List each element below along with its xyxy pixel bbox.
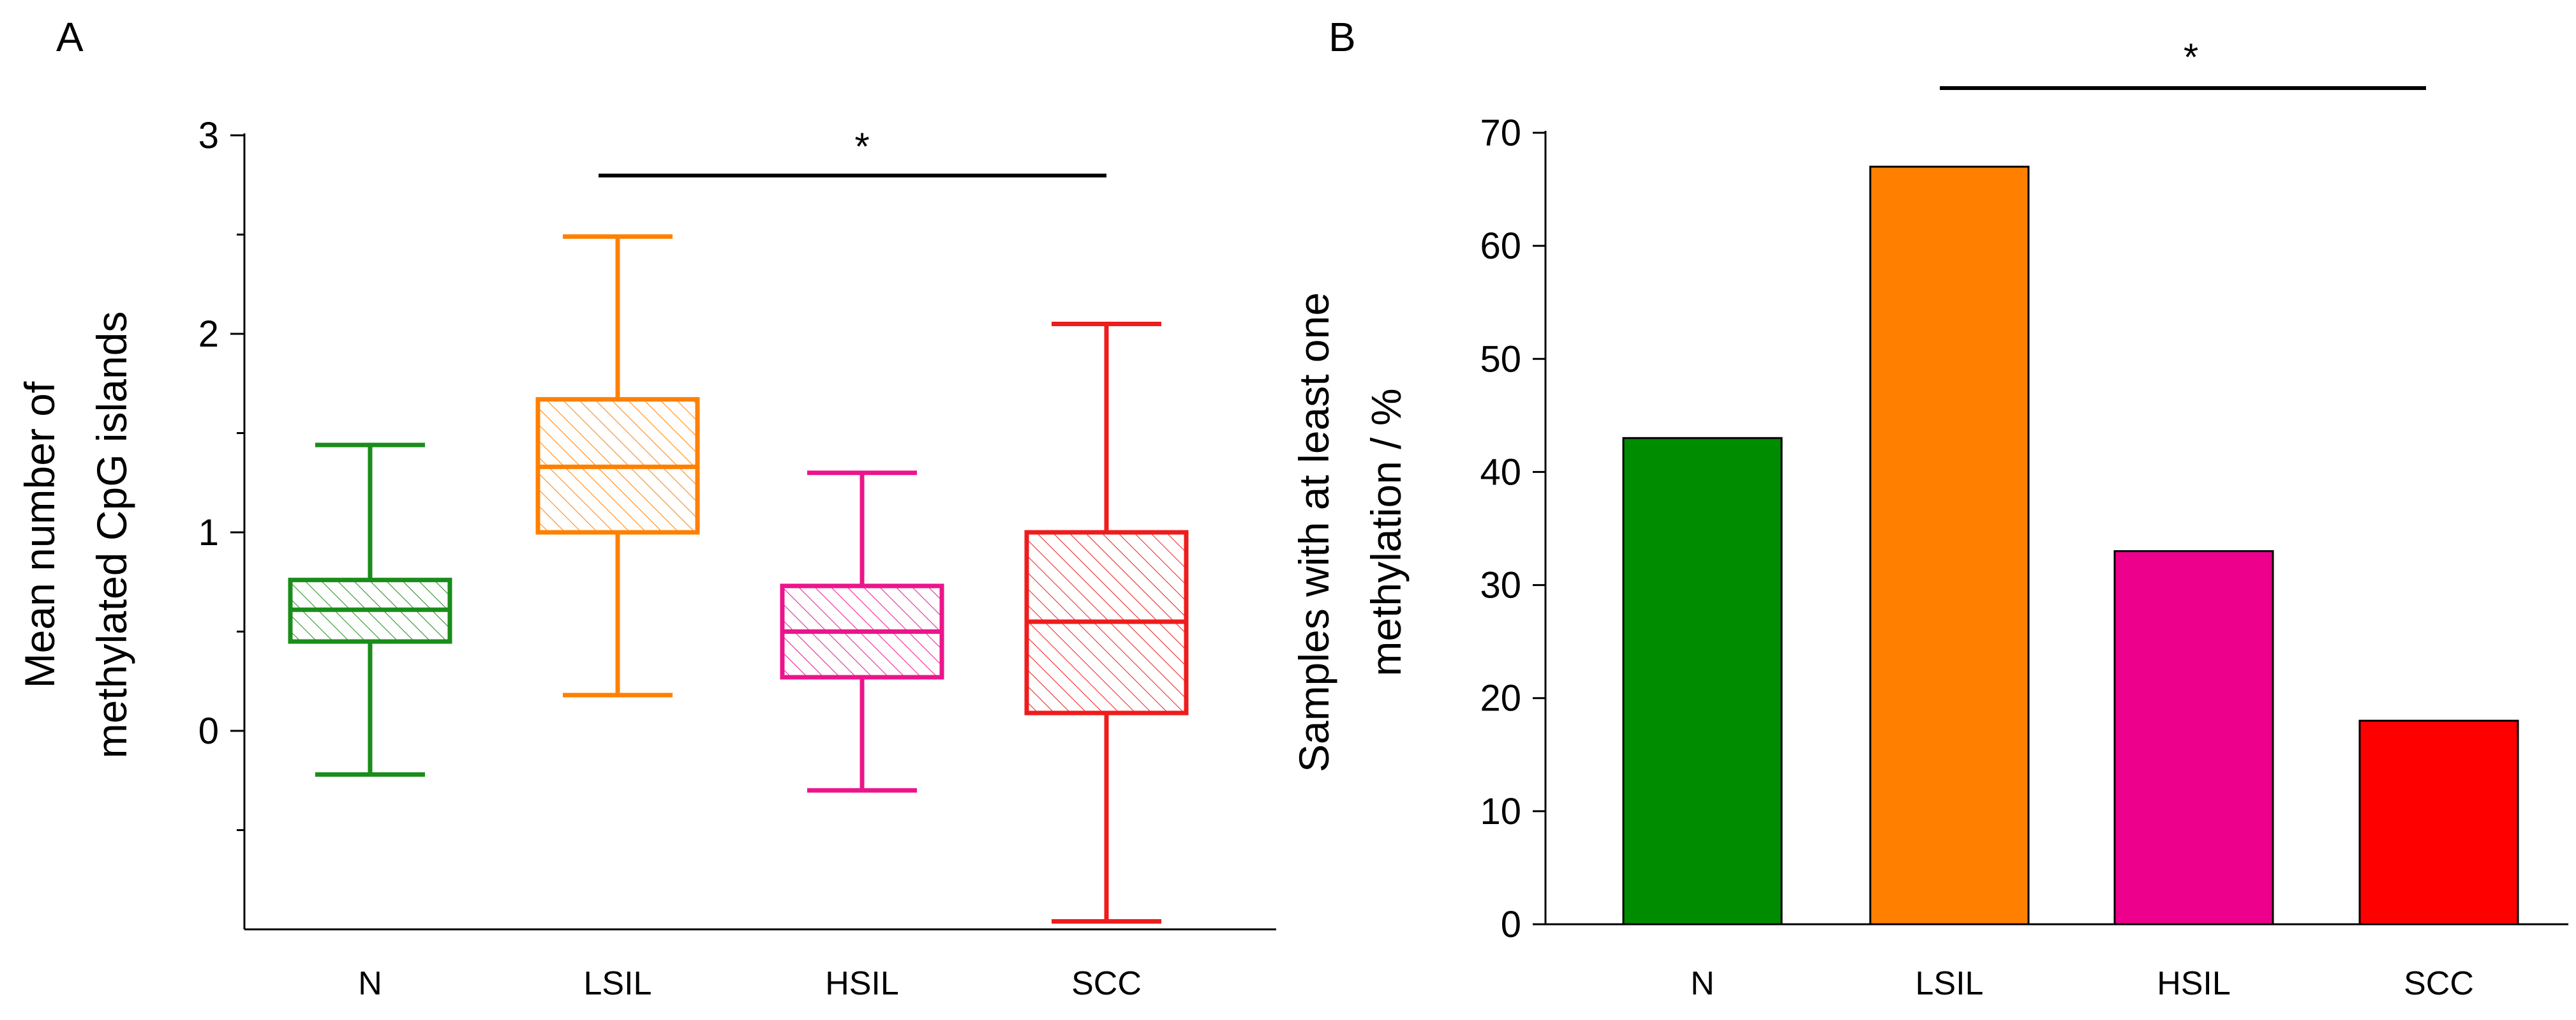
panel-a-y-tick-label-2: 2 — [198, 313, 219, 355]
panel-b-ylabel-line1: Samples with at least one — [1290, 292, 1337, 772]
panel-b-bar-n — [1622, 437, 1783, 926]
panel-a-boxplot: A Mean number of methylated CpG islands … — [16, 14, 1276, 1002]
panel-a-box-n — [288, 442, 452, 777]
panel-a-box-hsil — [780, 470, 944, 793]
panel-b-axes — [1544, 131, 2568, 926]
panel-a-ylabel-line2: methylated CpG islands — [88, 311, 135, 759]
panel-b-bar-hsil — [2113, 550, 2274, 926]
panel-a-y-tick-label-0: 0 — [198, 710, 219, 752]
panel-a-x-tick-label-n: N — [358, 965, 382, 1002]
panel-a-label: A — [56, 14, 84, 60]
panel-b-x-tick-label-lsil: LSIL — [1916, 965, 1984, 1002]
panel-a-significance: * — [599, 125, 1106, 177]
panel-b-ylabel-line2: methylation / % — [1362, 388, 1410, 676]
panel-b-significance-star: * — [2184, 36, 2198, 79]
panel-b-y-tick-label-2: 20 — [1480, 678, 1521, 719]
panel-a-ylabel-line1: Mean number of — [16, 381, 63, 688]
panel-b-y-tick-label-1: 10 — [1480, 791, 1521, 832]
panel-b-bars — [1622, 165, 2519, 926]
panel-a-y-ticks: 0 1 2 3 — [198, 115, 244, 831]
panel-b-x-tick-label-hsil: HSIL — [2157, 965, 2231, 1002]
panel-a-box-lsil — [535, 234, 700, 698]
panel-b-y-tick-label-5: 50 — [1480, 338, 1521, 380]
panel-b-label: B — [1329, 14, 1356, 60]
panel-a-box-scc — [1024, 321, 1189, 924]
panel-b-x-tick-label-n: N — [1690, 965, 1715, 1002]
panel-b-x-tick-labels: N LSIL HSIL SCC — [1690, 965, 2474, 1002]
panel-a-x-tick-label-lsil: LSIL — [584, 965, 652, 1002]
panel-b-y-ticks: 0 10 20 30 40 50 60 70 — [1480, 112, 1545, 945]
panel-b-x-tick-label-scc: SCC — [2404, 965, 2474, 1002]
panel-a-y-tick-label-3: 3 — [198, 115, 219, 156]
panel-b-y-tick-label-3: 30 — [1480, 565, 1521, 606]
panel-a-y-tick-label-1: 1 — [198, 512, 219, 553]
panel-b-barchart: B Samples with at least one methylation … — [1290, 14, 2568, 1002]
panel-a-significance-star: * — [854, 125, 869, 168]
panel-b-y-tick-label-7: 70 — [1480, 112, 1521, 154]
panel-b-y-tick-label-0: 0 — [1501, 904, 1521, 945]
panel-b-significance: * — [1940, 36, 2426, 90]
panel-b-y-tick-label-6: 60 — [1480, 225, 1521, 267]
panel-b-y-tick-label-4: 40 — [1480, 451, 1521, 493]
panel-b-bar-lsil — [1869, 165, 2030, 926]
panel-a-boxes — [288, 234, 1189, 924]
panel-a-x-tick-label-hsil: HSIL — [825, 965, 899, 1002]
panel-b-bar-scc — [2358, 719, 2519, 926]
panel-a-x-tick-label-scc: SCC — [1071, 965, 1142, 1002]
panel-a-x-tick-labels: N LSIL HSIL SCC — [358, 965, 1142, 1002]
